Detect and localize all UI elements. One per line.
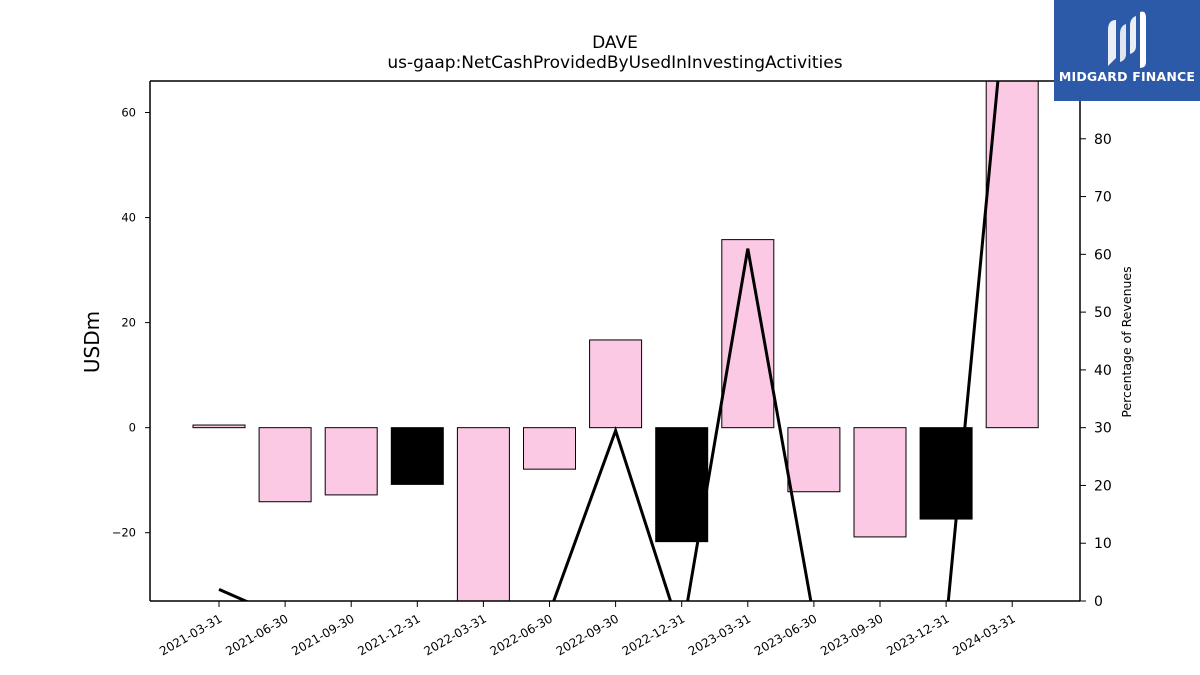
x-tick-label: 2022-03-31	[421, 611, 488, 658]
y2-tick-label: 10	[1094, 536, 1112, 552]
bar-2021-03-31	[192, 424, 246, 429]
bar-2022-09-30	[589, 339, 643, 429]
y-tick-label: −20	[112, 526, 136, 540]
y2-tick-label: 50	[1094, 305, 1112, 321]
chart-title: DAVE	[592, 33, 638, 53]
bar-2022-06-30	[523, 427, 576, 470]
bar-2023-06-30	[787, 427, 841, 493]
logo-text: MIDGARD FINANCE	[1058, 69, 1196, 84]
bar-2022-12-31	[655, 427, 709, 543]
chart-subtitle: us-gaap:NetCashProvidedByUsedInInvesting…	[387, 53, 842, 73]
y-tick-label: 0	[129, 421, 136, 435]
brand-logo: MIDGARD FINANCE	[1054, 0, 1200, 101]
x-tick-label: 2024-03-31	[950, 611, 1017, 658]
y2-tick-label: 0	[1094, 594, 1103, 610]
y2-tick-label: 30	[1094, 421, 1112, 437]
x-tick-label: 2022-12-31	[620, 611, 687, 658]
x-tick-label: 2021-06-30	[223, 611, 290, 658]
x-tick-label: 2021-09-30	[289, 611, 356, 658]
x-tick-label: 2023-12-31	[884, 611, 951, 658]
y2-tick-label: 40	[1094, 363, 1112, 379]
text-layer: DAVE us-gaap:NetCashProvidedByUsedInInve…	[80, 33, 1134, 418]
line-layer	[218, 81, 1000, 601]
x-tick-label: 2022-09-30	[554, 611, 621, 658]
x-tick-label: 2023-03-31	[686, 611, 753, 658]
bar-2022-03-31	[456, 427, 510, 601]
x-tick-label: 2021-12-31	[355, 611, 422, 658]
bar-2021-09-30	[324, 427, 378, 496]
bar-2023-09-30	[853, 427, 907, 538]
midgard-logo-icon	[1108, 11, 1146, 69]
bar-2021-06-30	[258, 427, 312, 503]
y-axis-label: USDm	[80, 311, 104, 373]
y-tick-label: 60	[121, 106, 136, 120]
revenue-percentage-line	[218, 81, 1000, 601]
x-tick-label: 2023-09-30	[818, 611, 885, 658]
y2-tick-label: 70	[1094, 190, 1112, 206]
bars-layer	[192, 81, 1039, 601]
y2-tick-label: 20	[1094, 478, 1112, 494]
y2-tick-label: 80	[1094, 132, 1112, 148]
x-tick-label: 2021-03-31	[157, 611, 224, 658]
bar-2021-12-31	[390, 427, 444, 485]
x-tick-label: 2023-06-30	[752, 611, 819, 658]
x-tick-label: 2022-06-30	[488, 611, 555, 658]
y2-axis-label: Percentage of Revenues	[1119, 266, 1134, 417]
bar-2024-03-31	[985, 81, 1039, 429]
y-tick-label: 20	[121, 316, 136, 330]
y-tick-label: 40	[121, 211, 136, 225]
bar-2023-03-31	[721, 239, 775, 429]
y2-tick-label: 60	[1094, 247, 1112, 263]
